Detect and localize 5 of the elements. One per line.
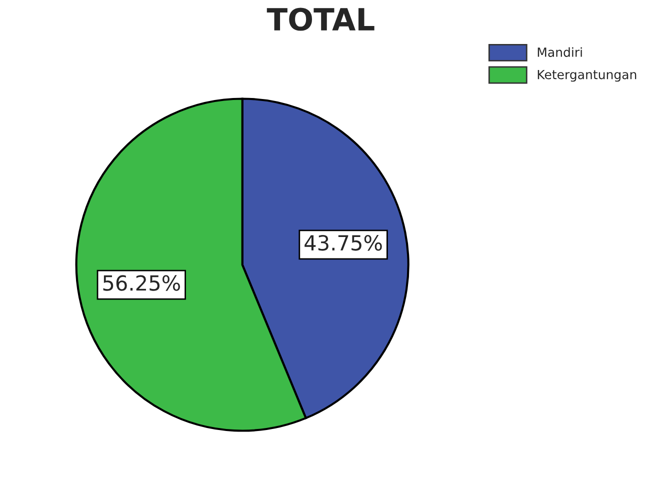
legend-label: Ketergantungan (538, 70, 636, 82)
data-label: 43.75% (304, 234, 382, 251)
legend-label: Mandiri (538, 47, 582, 57)
data-label: 56.25% (103, 275, 180, 291)
chart-title: TOTAL (266, 8, 374, 31)
